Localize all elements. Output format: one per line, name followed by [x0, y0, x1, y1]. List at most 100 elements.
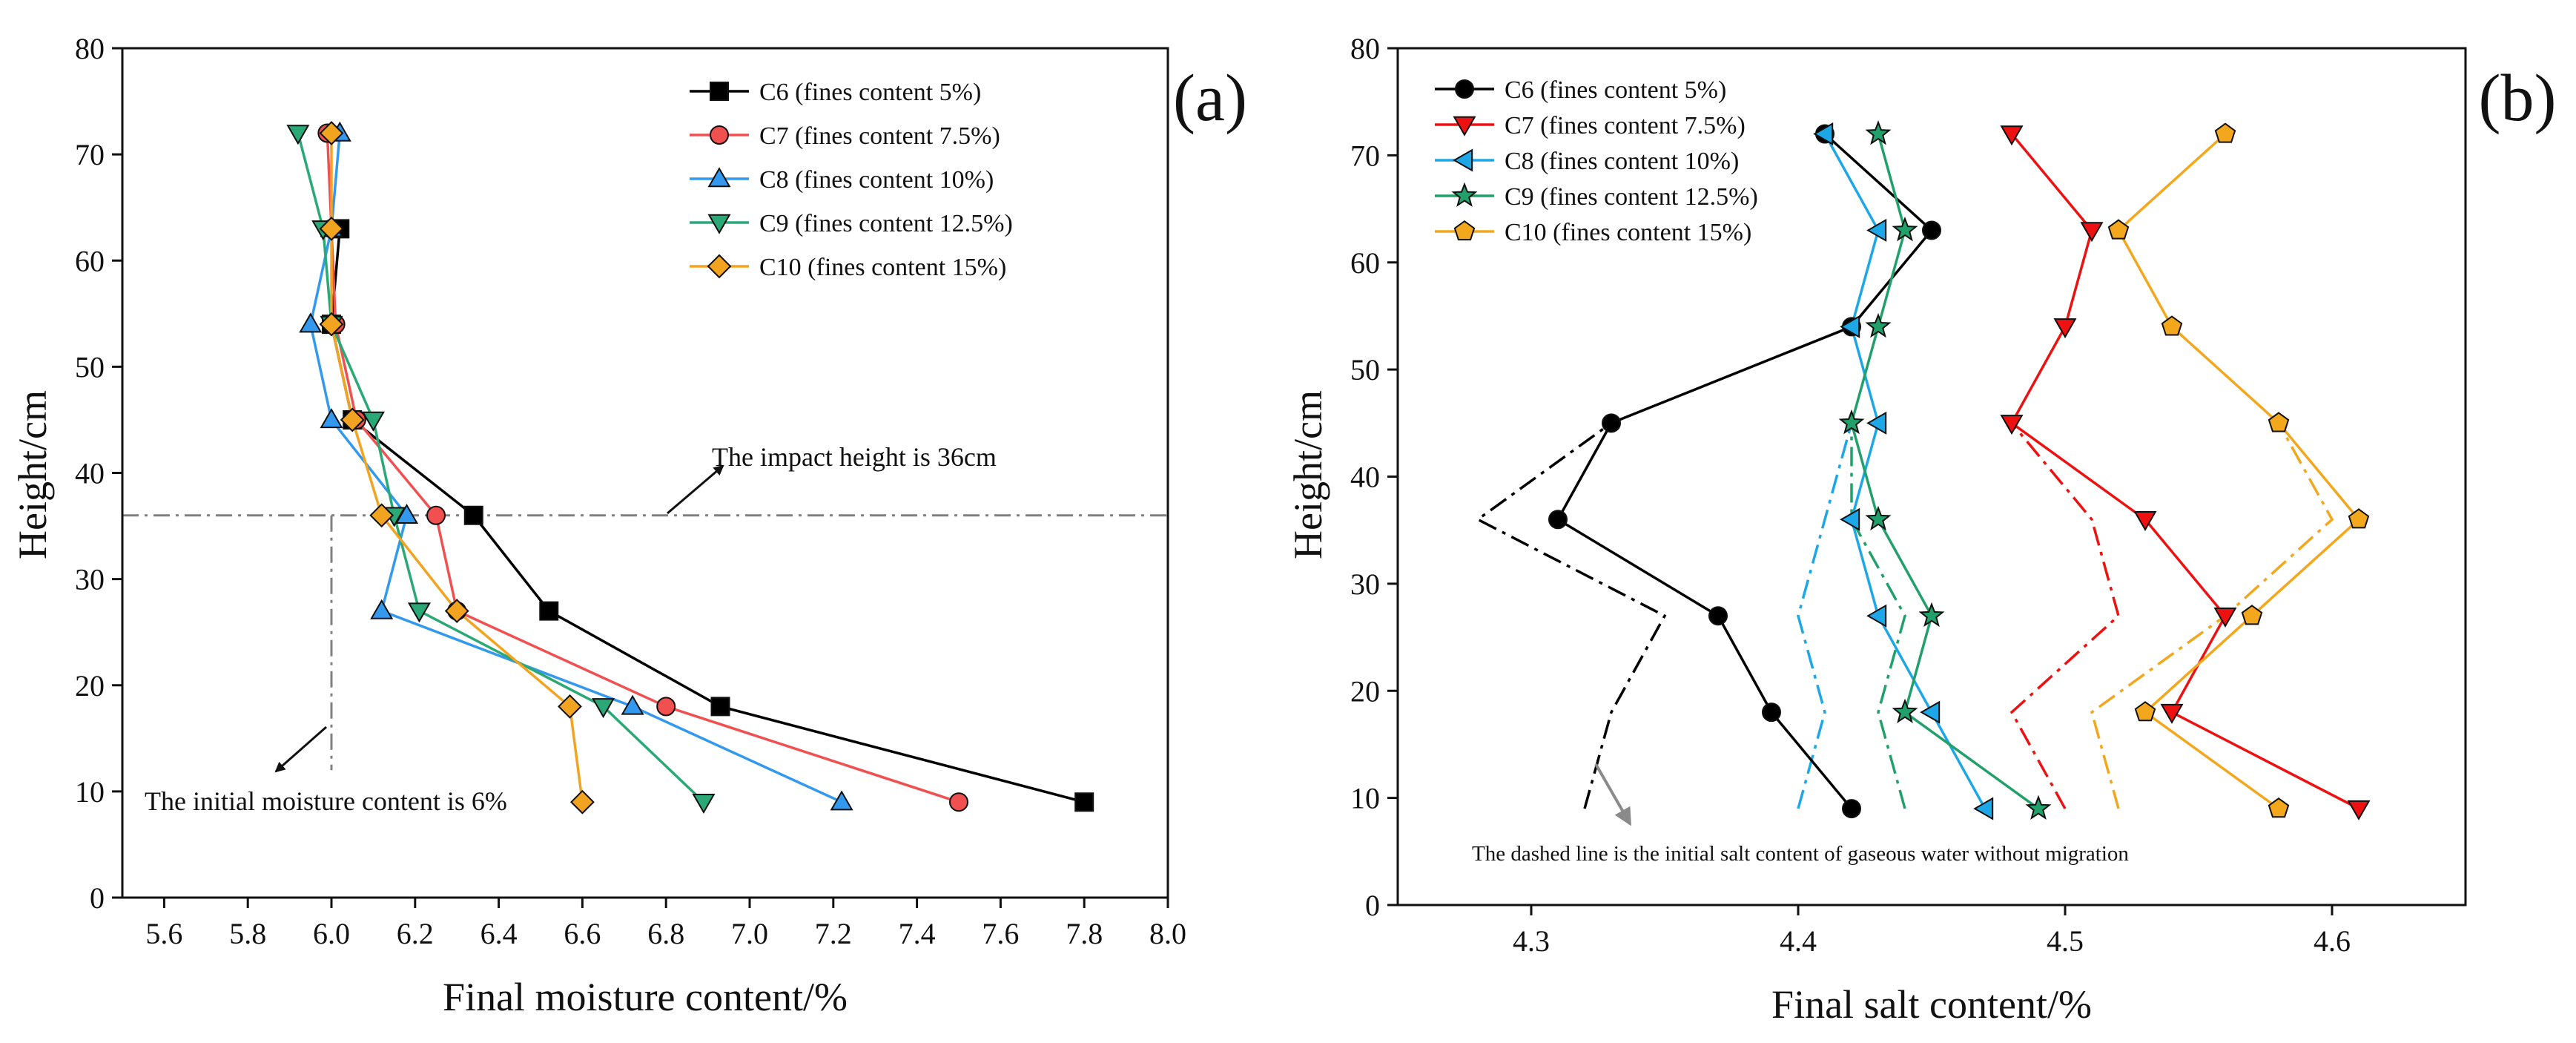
- legend-marker: [707, 254, 732, 279]
- legend-marker: [707, 167, 731, 188]
- initial-salt-line-1: [1475, 421, 1667, 809]
- data-point: [319, 312, 344, 337]
- panel-label: (b): [2479, 62, 2557, 135]
- data-point: [2161, 315, 2183, 336]
- data-point: [2133, 511, 2157, 532]
- data-point: [1920, 700, 1941, 724]
- legend-label: C7 (fines content 7.5%): [1505, 112, 1746, 139]
- y-tick-label: 0: [90, 881, 105, 915]
- legend-marker: [1453, 116, 1476, 136]
- axis-ticks: 4.3 4.4 4.5 4.6 0 10 20 30 40 50 60 70 80: [1350, 32, 2351, 958]
- data-point: [830, 790, 853, 811]
- initial-salt-line-3: [1797, 422, 1853, 809]
- x-tick-label: 4.5: [2047, 924, 2084, 958]
- data-point: [1973, 797, 1994, 820]
- data-point: [1602, 413, 1621, 433]
- data-point: [1548, 510, 1568, 530]
- data-point: [299, 312, 323, 333]
- dashed-line-annotation: The dashed line is the initial salt cont…: [1472, 842, 2129, 866]
- data-point: [1865, 505, 1892, 531]
- data-point: [1866, 218, 1887, 242]
- data-point: [340, 407, 365, 432]
- panel-a: 5.6 5.8 6.0 6.2 6.4 6.6 6.8 7.0 7.2 7.4 7.6 7.8 8.0 0…: [10, 32, 1247, 1019]
- y-tick-label: 10: [75, 775, 105, 809]
- series-line-4: [297, 133, 705, 803]
- legend-label: C8 (fines content 10%): [1505, 148, 1739, 175]
- plot-frame: [1396, 47, 2467, 907]
- data-point: [1840, 507, 1860, 531]
- initial-salt-line-5: [2090, 422, 2334, 809]
- legend-label: C7 (fines content 7.5%): [759, 122, 1000, 150]
- data-point: [1918, 602, 1945, 628]
- data-point: [2107, 219, 2130, 240]
- y-tick-label: 80: [1350, 32, 1380, 65]
- initial-moisture-annotation: The initial moisture content is 6%: [145, 786, 507, 816]
- legend-label: C8 (fines content 10%): [759, 166, 994, 194]
- legend-label: C6 (fines content 5%): [1505, 76, 1726, 104]
- data-point: [1892, 217, 1918, 242]
- x-tick-label: 6.2: [397, 917, 434, 950]
- series-markers: [1548, 120, 2371, 820]
- data-point: [1865, 312, 1892, 338]
- x-tick-label: 6.6: [564, 917, 601, 950]
- x-axis-label: Final salt content/%: [1771, 982, 2092, 1027]
- x-tick-label: 6.4: [480, 917, 518, 950]
- data-point: [710, 697, 730, 717]
- y-axis-label: Height/cm: [1286, 390, 1330, 559]
- x-tick-label: 7.8: [1066, 917, 1103, 950]
- y-tick-label: 70: [75, 138, 105, 171]
- x-tick-label: 4.4: [1780, 924, 1817, 958]
- legend-label: C6 (fines content 5%): [759, 79, 981, 106]
- x-tick-label: 4.3: [1513, 924, 1550, 958]
- y-tick-label: 0: [1365, 889, 1380, 922]
- x-tick-label: 7.0: [731, 917, 768, 950]
- legend-marker: [707, 214, 731, 234]
- series-line-1: [1556, 133, 1934, 810]
- data-point: [319, 121, 344, 145]
- legend: C6 (fines content 5%) C7 (fines content 7…: [690, 79, 1013, 281]
- data-point: [444, 599, 469, 623]
- data-point: [2000, 415, 2024, 435]
- data-point: [558, 694, 582, 719]
- data-point: [2053, 318, 2077, 339]
- x-tick-label: 6.0: [313, 917, 350, 950]
- legend-marker: [710, 125, 729, 145]
- data-point: [692, 793, 716, 814]
- y-tick-label: 80: [75, 32, 105, 65]
- series-line-3: [309, 133, 842, 803]
- data-point: [319, 216, 344, 241]
- series-line-4: [1850, 134, 2040, 810]
- data-point: [592, 698, 615, 719]
- legend: C6 (fines content 5%) C7 (fines content 7…: [1435, 76, 1758, 246]
- data-point: [1762, 703, 1781, 723]
- y-tick-label: 20: [1350, 674, 1380, 708]
- y-tick-label: 30: [75, 563, 105, 596]
- data-point: [463, 505, 483, 525]
- x-tick-label: 4.6: [2314, 924, 2351, 958]
- data-point: [1074, 792, 1094, 812]
- y-tick-label: 50: [75, 350, 105, 384]
- y-tick-label: 40: [1350, 461, 1380, 494]
- data-point: [2214, 122, 2236, 143]
- legend-marker: [1451, 182, 1478, 207]
- x-tick-label: 7.2: [815, 917, 852, 950]
- initial-salt-line-2: [2009, 422, 2120, 809]
- data-point: [1842, 799, 1861, 819]
- x-axis-label: Final moisture content/%: [443, 975, 848, 1019]
- y-tick-label: 60: [1350, 246, 1380, 280]
- legend-label: C9 (fines content 12.5%): [1505, 183, 1758, 211]
- data-point: [1866, 411, 1887, 435]
- data-point: [949, 792, 968, 812]
- y-tick-label: 20: [75, 669, 105, 703]
- plot-frame: [121, 47, 1169, 899]
- legend-label: C10 (fines content 15%): [1505, 219, 1751, 246]
- legend-label: C9 (fines content 12.5%): [759, 210, 1013, 237]
- y-tick-label: 60: [75, 244, 105, 277]
- data-point: [1892, 698, 1918, 724]
- data-point: [2160, 703, 2184, 724]
- data-point: [1866, 604, 1887, 628]
- data-point: [361, 411, 385, 432]
- initial-salt-line-4: [1850, 423, 1906, 809]
- y-tick-label: 30: [1350, 567, 1380, 601]
